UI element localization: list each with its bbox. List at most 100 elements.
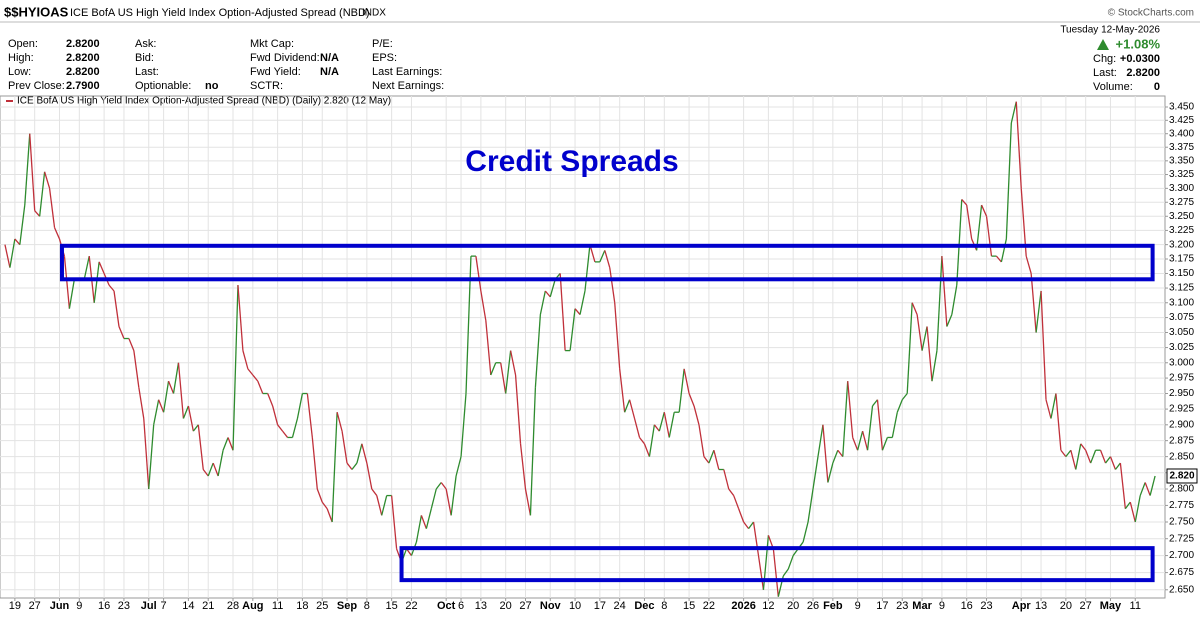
price-segment bbox=[748, 521, 755, 530]
x-tick-label: 8 bbox=[661, 600, 667, 612]
price-segment bbox=[852, 437, 859, 451]
x-tick-label: 27 bbox=[29, 600, 41, 612]
price-segment bbox=[549, 279, 556, 298]
quote-label: Low: bbox=[8, 66, 31, 78]
price-segment bbox=[1085, 449, 1092, 464]
quote-label: Chg: bbox=[1093, 53, 1116, 65]
price-segment bbox=[425, 508, 432, 529]
price-segment bbox=[772, 548, 779, 597]
price-segment bbox=[609, 267, 616, 303]
price-segment bbox=[316, 488, 323, 503]
price-segment bbox=[326, 508, 333, 523]
price-segment bbox=[1065, 449, 1072, 458]
x-tick-label: 22 bbox=[703, 600, 715, 612]
price-segment bbox=[1005, 122, 1012, 239]
y-tick-label: 2.900 bbox=[1169, 419, 1194, 430]
price-segment bbox=[509, 350, 517, 376]
price-segment bbox=[926, 326, 933, 382]
price-segment bbox=[782, 568, 789, 577]
price-segment bbox=[683, 368, 690, 394]
price-segment bbox=[980, 204, 988, 217]
x-tick-label: Oct bbox=[437, 600, 456, 612]
y-tick-label: 3.350 bbox=[1169, 155, 1194, 166]
price-segment bbox=[975, 204, 983, 251]
x-tick-label: 20 bbox=[787, 600, 799, 612]
y-tick-label: 3.150 bbox=[1169, 268, 1194, 279]
price-segment bbox=[19, 204, 26, 245]
price-segment bbox=[574, 308, 581, 316]
price-segment bbox=[257, 380, 264, 394]
y-tick-label: 2.800 bbox=[1169, 484, 1194, 495]
price-segment bbox=[569, 308, 576, 351]
y-tick-label: 2.675 bbox=[1169, 567, 1194, 578]
price-segment bbox=[539, 290, 546, 315]
price-segment bbox=[48, 188, 56, 228]
price-segment bbox=[217, 450, 224, 477]
x-tick-label: May bbox=[1100, 600, 1122, 612]
quote-value: no bbox=[205, 80, 219, 92]
price-segment bbox=[713, 450, 720, 470]
x-tick-label: 28 bbox=[227, 600, 239, 612]
price-segment bbox=[490, 362, 497, 376]
y-tick-label: 2.950 bbox=[1169, 388, 1194, 399]
y-tick-label: 3.025 bbox=[1169, 342, 1194, 353]
price-segment bbox=[693, 405, 700, 425]
x-tick-label: 10 bbox=[569, 600, 581, 612]
price-segment bbox=[599, 250, 606, 263]
x-tick-label: 22 bbox=[405, 600, 417, 612]
price-segment bbox=[559, 273, 566, 351]
x-tick-label: 7 bbox=[161, 600, 167, 612]
price-segment bbox=[837, 449, 844, 458]
x-tick-label: Feb bbox=[823, 600, 843, 612]
price-segment bbox=[857, 430, 864, 451]
x-tick-label: 21 bbox=[202, 600, 214, 612]
price-segment bbox=[901, 393, 908, 401]
x-tick-label: 15 bbox=[386, 600, 398, 612]
price-segment bbox=[291, 418, 299, 438]
price-segment bbox=[995, 255, 1002, 263]
price-segment bbox=[1055, 393, 1062, 451]
x-tick-label: 18 bbox=[296, 600, 308, 612]
price-segment bbox=[162, 381, 170, 413]
y-tick-label: 3.100 bbox=[1169, 297, 1194, 308]
price-segment bbox=[956, 199, 963, 286]
price-segment bbox=[653, 424, 660, 432]
y-tick-label: 3.450 bbox=[1169, 102, 1194, 113]
price-segment bbox=[872, 399, 878, 407]
price-segment bbox=[529, 387, 537, 516]
price-segment bbox=[1045, 399, 1052, 419]
x-tick-label: 24 bbox=[614, 600, 626, 612]
price-segment bbox=[440, 482, 447, 490]
price-segment bbox=[1080, 443, 1087, 451]
price-segment bbox=[118, 326, 125, 339]
price-segment bbox=[192, 424, 199, 432]
price-segment bbox=[296, 393, 304, 419]
price-segment bbox=[1119, 462, 1126, 509]
price-segment bbox=[896, 399, 903, 413]
price-segment bbox=[232, 285, 239, 451]
price-segment bbox=[911, 302, 918, 315]
price-segment bbox=[663, 412, 670, 438]
price-segment bbox=[524, 488, 532, 516]
x-tick-label: 27 bbox=[519, 600, 531, 612]
x-tick-label: 13 bbox=[475, 600, 487, 612]
price-segment bbox=[1040, 290, 1047, 400]
x-tick-label: Apr bbox=[1012, 600, 1032, 612]
price-segment bbox=[267, 393, 274, 407]
quote-value: 2.8200 bbox=[66, 52, 100, 64]
price-segment bbox=[1075, 443, 1082, 470]
price-segment bbox=[628, 399, 636, 419]
price-segment bbox=[1010, 101, 1017, 124]
price-segment bbox=[460, 393, 467, 457]
quote-value: N/A bbox=[320, 52, 339, 64]
x-tick-label: Jun bbox=[50, 600, 70, 612]
price-segment bbox=[1060, 449, 1067, 458]
y-tick-label: 3.425 bbox=[1169, 115, 1194, 126]
y-tick-label: 3.400 bbox=[1169, 128, 1194, 139]
price-segment bbox=[916, 314, 923, 351]
price-segment bbox=[1030, 273, 1037, 333]
x-tick-label: 9 bbox=[855, 600, 861, 612]
price-segment bbox=[500, 362, 507, 394]
quote-label: Fwd Dividend: bbox=[250, 52, 320, 64]
